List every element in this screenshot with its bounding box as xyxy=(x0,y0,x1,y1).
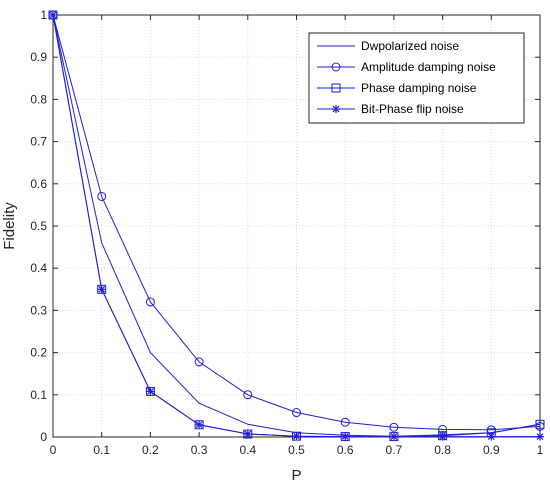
x-tick-label: 0.5 xyxy=(288,443,305,457)
legend-item: Dwpolarized noise xyxy=(317,39,459,53)
x-tick-label: 0.2 xyxy=(142,443,159,457)
x-tick-label: 0.3 xyxy=(191,443,208,457)
legend-label: Bit-Phase flip noise xyxy=(361,102,464,116)
axis-ticks: 0 0.1 0.2 0.3 0.4 0.5 0.6 0.7 0.8 0.9 1 0 0.1 0.2 0.3 0… xyxy=(30,8,543,457)
data-point xyxy=(292,408,301,418)
y-tick-label: 0 xyxy=(40,430,47,444)
data-point xyxy=(292,432,301,441)
x-tick-label: 0.6 xyxy=(337,443,354,457)
legend-marker xyxy=(331,83,341,93)
legend: Dwpolarized noise Amplitude damping noise… xyxy=(308,32,525,124)
legend-label: Amplitude damping noise xyxy=(361,60,496,74)
data-point xyxy=(145,297,155,307)
data-point xyxy=(438,432,447,441)
legend-label: Dwpolarized noise xyxy=(361,39,459,53)
data-point xyxy=(243,430,252,439)
data-point xyxy=(97,191,107,201)
data-point xyxy=(243,390,253,400)
legend-label: Phase damping noise xyxy=(361,81,477,95)
data-point xyxy=(49,11,57,19)
data-point xyxy=(341,432,350,441)
x-tick-label: 1 xyxy=(537,443,544,457)
series-3 xyxy=(49,11,544,441)
y-tick-label: 0.8 xyxy=(30,92,47,106)
y-tick-label: 1 xyxy=(40,8,47,22)
x-tick-label: 0.7 xyxy=(386,443,403,457)
legend-item: Bit-Phase flip noise xyxy=(317,102,464,116)
x-tick-label: 0.8 xyxy=(434,443,451,457)
data-point xyxy=(536,432,544,441)
y-tick-label: 0.3 xyxy=(30,303,47,317)
legend-marker xyxy=(331,62,341,72)
legend-marker xyxy=(332,105,340,113)
data-point xyxy=(97,285,106,294)
y-tick-label: 0.4 xyxy=(30,261,47,275)
data-point xyxy=(146,387,155,396)
legend-item: Phase damping noise xyxy=(317,81,477,95)
data-point xyxy=(535,419,545,429)
x-tick-label: 0.4 xyxy=(239,443,256,457)
y-tick-label: 0.1 xyxy=(30,388,47,402)
y-axis-label: Fidelity xyxy=(1,202,18,250)
data-point xyxy=(194,357,204,367)
y-tick-label: 0.9 xyxy=(30,50,47,64)
y-tick-label: 0.5 xyxy=(30,219,47,233)
data-point xyxy=(340,417,350,427)
x-axis-label: P xyxy=(291,467,301,484)
x-tick-label: 0.1 xyxy=(93,443,110,457)
y-tick-label: 0.6 xyxy=(30,177,47,191)
legend-item: Amplitude damping noise xyxy=(317,60,496,74)
y-tick-label: 0.7 xyxy=(30,135,47,149)
data-point xyxy=(487,432,496,441)
legend-box xyxy=(308,32,525,124)
x-tick-label: 0.9 xyxy=(483,443,500,457)
data-point xyxy=(389,432,398,441)
y-tick-label: 0.2 xyxy=(30,346,47,360)
x-tick-label: 0 xyxy=(50,443,57,457)
data-point xyxy=(195,420,204,429)
series-line xyxy=(52,14,541,431)
data-point xyxy=(389,422,399,432)
series-layer xyxy=(48,10,545,442)
